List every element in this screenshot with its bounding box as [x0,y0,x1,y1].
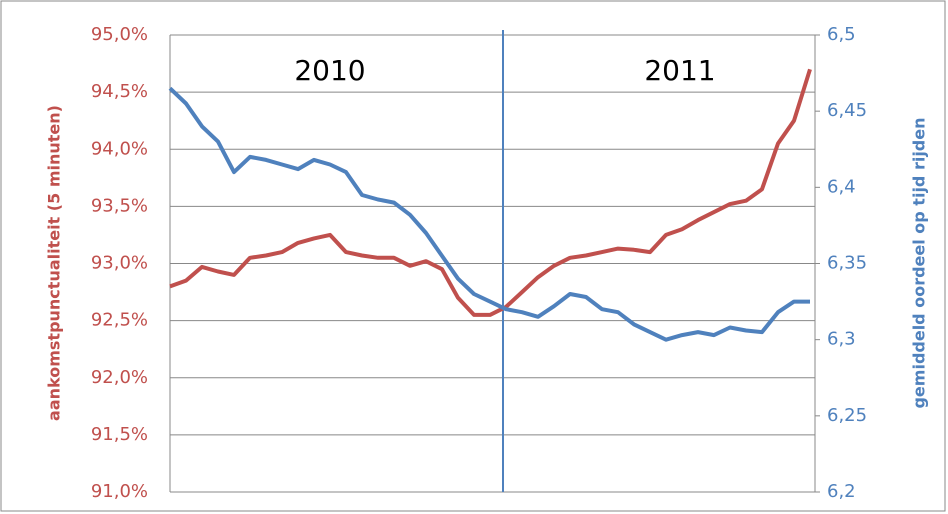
y-tick-label: 93,0% [91,253,148,274]
y2-tick-label: 6,4 [827,176,856,197]
y-tick-label: 94,5% [91,81,148,102]
y2-tick-label: 6,3 [827,329,856,350]
y-tick-label: 92,0% [91,367,148,388]
y2-tick-label: 6,2 [827,481,856,502]
y2-axis-title: gemiddeld oordeel op tijd rijden [910,117,929,408]
series-line [169,68,812,317]
series-line [168,86,810,342]
y-tick-label: 91,5% [91,424,148,445]
y2-tick-label: 6,35 [827,253,867,274]
y-tick-label: 93,5% [91,195,148,216]
y-tick-label: 91,0% [91,481,148,502]
y-tick-label: 92,5% [91,310,148,331]
y-tick-label: 94,0% [91,138,148,159]
annotation: 2010 [294,54,365,87]
y2-tick-label: 6,45 [827,100,867,121]
y-tick-label: 95,0% [91,24,148,45]
y2-tick-label: 6,25 [827,405,867,426]
y2-tick-label: 6,5 [827,24,856,45]
y-axis-title: aankomstpunctualiteit (5 minuten) [45,105,64,421]
annotation: 2011 [644,54,715,87]
